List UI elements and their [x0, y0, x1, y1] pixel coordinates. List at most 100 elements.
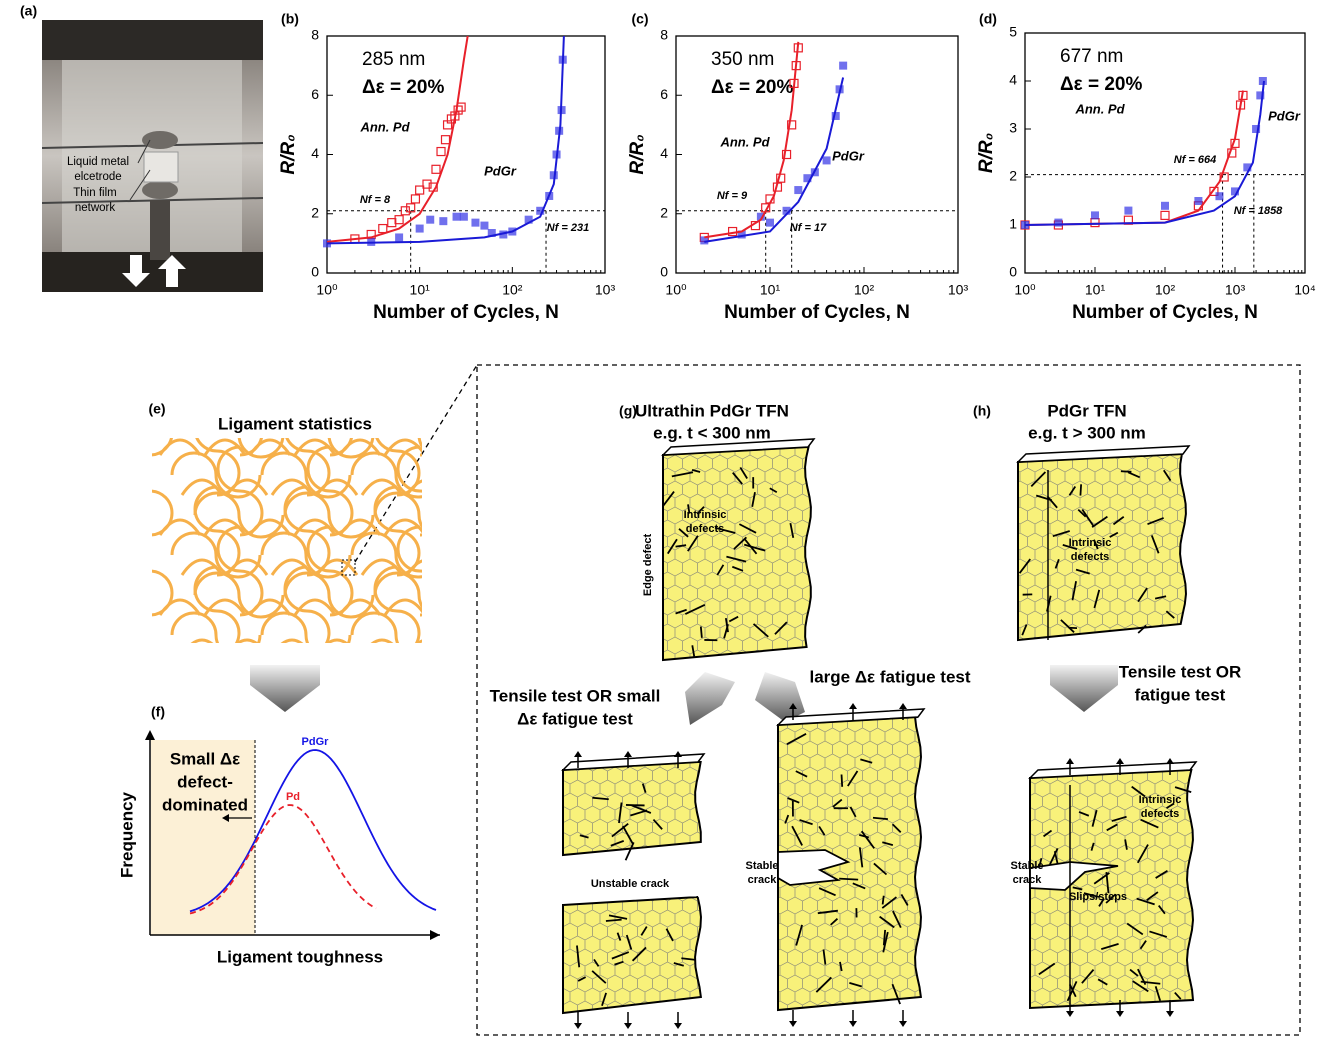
data-point — [1091, 211, 1099, 219]
text: e.g. t < 300 nm — [653, 423, 771, 442]
ligament — [317, 640, 357, 655]
load-arrow-head — [1066, 1011, 1074, 1017]
data-point — [379, 225, 387, 233]
ligament — [452, 480, 492, 495]
thickness: 285 nm — [362, 49, 425, 70]
defect — [842, 774, 843, 786]
ligament — [452, 640, 492, 655]
text: PdGr TFN — [1047, 401, 1126, 420]
series-label: Ann. Pd — [719, 134, 770, 149]
x-tick-label: 10¹ — [410, 282, 431, 298]
load-arrow-head — [1066, 758, 1074, 764]
x-tick-label: 10² — [502, 282, 523, 298]
panel-label: (b) — [281, 11, 299, 27]
text: (e) — [148, 401, 165, 417]
y-tick-label: 0 — [1009, 264, 1017, 280]
load-arrow-head — [674, 751, 682, 757]
data-point — [439, 217, 447, 225]
text: Δε fatigue test — [517, 709, 633, 728]
x-tick-label: 10² — [854, 282, 875, 298]
text: (a) — [20, 3, 37, 19]
thickness: 677 nm — [1060, 46, 1123, 67]
data-point — [1161, 202, 1169, 210]
text: Stable — [745, 860, 778, 872]
ligament — [442, 533, 530, 577]
x-tick-label: 10¹ — [760, 282, 781, 298]
text: (h) — [973, 403, 991, 419]
data-point — [1091, 219, 1099, 227]
x-tick-label: 10⁰ — [665, 282, 687, 298]
ligament — [352, 613, 440, 657]
y-tick-label: 0 — [660, 264, 668, 280]
text: Ligament toughness — [217, 947, 383, 966]
load-arrow-head — [624, 1023, 632, 1029]
y-tick-label: 8 — [311, 27, 319, 43]
text: large Δε fatigue test — [809, 667, 970, 686]
text: Stable — [1010, 860, 1043, 872]
x-tick-label: 10¹ — [1085, 282, 1106, 298]
y-tick-label: 4 — [660, 145, 668, 161]
ligament-network — [128, 367, 530, 657]
ligament — [430, 440, 470, 455]
ligament — [172, 613, 260, 657]
ligament — [407, 640, 447, 655]
failure-label: Nf = 1858 — [1234, 205, 1283, 217]
defect — [839, 879, 858, 880]
load-arrow-head — [1116, 758, 1124, 764]
x-tick-label: 10³ — [948, 282, 969, 298]
defect — [883, 896, 884, 905]
fit-line — [704, 78, 843, 242]
y-tick-label: 6 — [660, 86, 668, 102]
failure-label: Nf = 17 — [790, 222, 827, 234]
text: Liquid metal — [67, 156, 129, 168]
text: dominated — [162, 795, 248, 814]
data-point — [432, 165, 440, 173]
x-tick-label: 10⁰ — [316, 282, 338, 298]
ligament — [227, 640, 267, 655]
load-arrow-head — [899, 703, 907, 709]
data-point — [766, 219, 774, 227]
y-tick-label: 4 — [1009, 72, 1017, 88]
data-point — [1124, 207, 1132, 215]
y-axis-label: R/R₀ — [976, 133, 997, 173]
y-tick-label: 0 — [311, 264, 319, 280]
data-point — [453, 213, 461, 221]
x-tick-label: 10⁰ — [1014, 282, 1036, 298]
text: Ultrathin PdGr TFN — [635, 401, 789, 420]
ligament — [430, 520, 470, 535]
series-label: Ann. Pd — [359, 119, 410, 134]
edge-label: Edge defect — [642, 533, 654, 596]
data-point — [823, 156, 831, 164]
y-tick-label: 6 — [311, 86, 319, 102]
ligament — [407, 480, 447, 495]
load-arrow-head — [1166, 758, 1174, 764]
load-arrow-head — [574, 751, 582, 757]
text: elcetrode — [74, 171, 121, 183]
text: Intrinsic — [1139, 794, 1182, 806]
failure-label: Nf = 8 — [360, 194, 391, 206]
plot-frame — [1025, 33, 1305, 273]
y-tick-label: 2 — [1009, 168, 1017, 184]
y-tick-label: 3 — [1009, 120, 1017, 136]
load-arrow-head — [789, 1021, 797, 1027]
data-point — [437, 148, 445, 156]
text: fatigue test — [1135, 685, 1226, 704]
y-axis-label: R/R₀ — [627, 134, 648, 174]
data-point — [411, 195, 419, 203]
x-axis-label: Number of Cycles, N — [724, 302, 910, 323]
x-tick-label: 10⁴ — [1294, 282, 1316, 298]
ligament — [442, 453, 530, 497]
load-arrow-head — [849, 703, 857, 709]
data-point — [1215, 192, 1223, 200]
data-point — [480, 222, 488, 230]
text: (f) — [151, 704, 165, 720]
data-point — [441, 136, 449, 144]
series-label: PdGr — [832, 148, 865, 163]
data-point — [416, 225, 424, 233]
text: Small Δε — [170, 749, 240, 768]
y-tick-label: 5 — [1009, 24, 1017, 40]
series-label: PdGr — [1268, 108, 1301, 123]
strain-amplitude: Δε = 20% — [711, 77, 793, 98]
load-arrow-head — [1166, 1011, 1174, 1017]
text: Slips/steps — [1069, 891, 1127, 903]
